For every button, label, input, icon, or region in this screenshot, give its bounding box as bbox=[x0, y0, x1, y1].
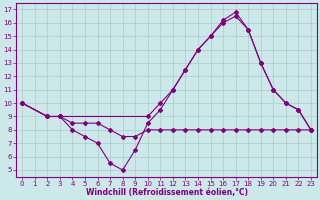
X-axis label: Windchill (Refroidissement éolien,°C): Windchill (Refroidissement éolien,°C) bbox=[85, 188, 248, 197]
